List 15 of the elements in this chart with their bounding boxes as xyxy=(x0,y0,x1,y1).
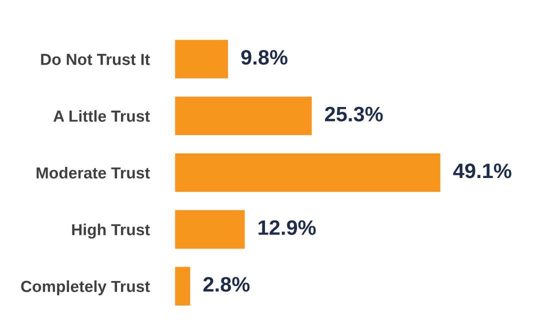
data-label: 12.9% xyxy=(258,220,316,235)
data-label: 2.8% xyxy=(203,276,250,292)
y-tick-label: Moderate Trust xyxy=(36,166,150,179)
y-tick-label: Do Not Trust It xyxy=(41,54,150,66)
y-tick-label: A Little Trust xyxy=(53,110,150,122)
y-tick-label: High Trust xyxy=(72,224,150,239)
bar xyxy=(175,266,190,306)
bar xyxy=(175,153,440,192)
bar xyxy=(175,210,245,249)
data-label: 9.8% xyxy=(241,50,288,65)
y-tick-label: Completely Trust xyxy=(21,280,150,296)
bar xyxy=(175,40,228,78)
bar xyxy=(175,96,312,136)
data-label: 49.1% xyxy=(453,163,512,178)
data-label: 25.3% xyxy=(324,106,383,122)
